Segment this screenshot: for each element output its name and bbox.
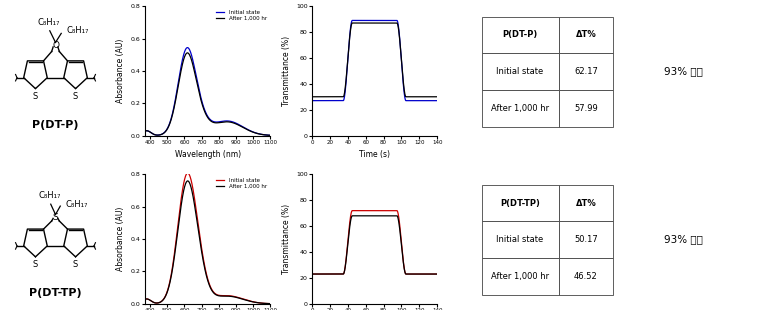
Text: 46.52: 46.52 <box>574 272 597 281</box>
After 1,000 hr <box>137 131 146 135</box>
Bar <box>481 90 559 126</box>
Bar <box>559 90 613 126</box>
Y-axis label: Absorbance (AU): Absorbance (AU) <box>116 39 125 103</box>
Initial state <box>199 106 209 110</box>
After 1,000 hr <box>229 121 238 125</box>
Text: Initial state: Initial state <box>496 67 544 76</box>
Initial state <box>137 131 146 135</box>
Text: 62.17: 62.17 <box>574 67 598 76</box>
After 1,000 hr <box>183 51 192 55</box>
Bar <box>559 221 613 258</box>
After 1,000 hr <box>172 92 182 96</box>
After 1,000 hr <box>229 295 238 299</box>
Initial state <box>137 299 146 303</box>
X-axis label: Wavelength (nm): Wavelength (nm) <box>174 150 241 159</box>
After 1,000 hr <box>241 298 250 302</box>
Initial state <box>161 293 171 297</box>
Initial state <box>183 171 192 175</box>
Bar <box>559 16 613 53</box>
After 1,000 hr <box>218 120 227 124</box>
Bar <box>481 221 559 258</box>
After 1,000 hr <box>274 134 284 137</box>
Line: After 1,000 hr: After 1,000 hr <box>142 53 279 135</box>
Initial state <box>161 129 171 133</box>
Text: P(DT-P): P(DT-P) <box>32 120 79 130</box>
Text: 93% 달성: 93% 달성 <box>664 234 703 244</box>
Text: S: S <box>33 260 38 269</box>
After 1,000 hr <box>161 129 171 133</box>
Text: ΔT%: ΔT% <box>576 30 597 39</box>
Line: Initial state: Initial state <box>142 173 279 304</box>
Bar <box>481 185 559 221</box>
Text: S: S <box>33 92 38 101</box>
Initial state <box>218 294 227 298</box>
Text: P(DT-TP): P(DT-TP) <box>29 288 82 299</box>
After 1,000 hr <box>137 299 146 303</box>
Text: O: O <box>52 41 59 50</box>
Text: S: S <box>73 260 78 269</box>
Text: ΔT%: ΔT% <box>576 199 597 208</box>
Text: 93% 달성: 93% 달성 <box>664 66 703 76</box>
Text: C₈H₁₇: C₈H₁₇ <box>39 191 61 200</box>
Initial state <box>229 294 238 298</box>
Bar <box>481 258 559 295</box>
X-axis label: Time (s): Time (s) <box>359 150 390 159</box>
Text: S: S <box>53 213 58 222</box>
Y-axis label: Transmittance (%): Transmittance (%) <box>282 204 291 274</box>
Text: C₈H₁₇: C₈H₁₇ <box>66 26 88 35</box>
Text: 57.99: 57.99 <box>574 104 597 113</box>
Initial state <box>274 302 284 306</box>
Text: C₈H₁₇: C₈H₁₇ <box>37 18 60 27</box>
Bar <box>481 53 559 90</box>
Y-axis label: Transmittance (%): Transmittance (%) <box>282 36 291 106</box>
After 1,000 hr <box>274 302 284 306</box>
Text: 50.17: 50.17 <box>574 235 597 244</box>
Text: P(DT-P): P(DT-P) <box>502 30 538 39</box>
Bar <box>559 53 613 90</box>
Text: After 1,000 hr: After 1,000 hr <box>491 104 549 113</box>
Y-axis label: Absorbance (AU): Absorbance (AU) <box>116 207 125 271</box>
After 1,000 hr <box>172 237 182 240</box>
Initial state <box>172 89 182 93</box>
Bar <box>559 185 613 221</box>
Initial state <box>199 260 209 264</box>
Bar <box>559 258 613 295</box>
Text: Initial state: Initial state <box>496 235 544 244</box>
After 1,000 hr <box>241 127 250 131</box>
Text: P(DT-TP): P(DT-TP) <box>500 199 540 208</box>
After 1,000 hr <box>183 179 192 183</box>
Text: After 1,000 hr: After 1,000 hr <box>491 272 549 281</box>
Text: S: S <box>73 92 78 101</box>
Initial state <box>274 134 284 137</box>
Line: Initial state: Initial state <box>142 48 279 135</box>
After 1,000 hr <box>218 294 227 298</box>
Line: After 1,000 hr: After 1,000 hr <box>142 181 279 304</box>
Initial state <box>241 126 250 130</box>
Initial state <box>183 46 192 50</box>
After 1,000 hr <box>199 108 209 111</box>
Initial state <box>229 120 238 124</box>
After 1,000 hr <box>199 262 209 266</box>
Initial state <box>218 119 227 123</box>
Bar <box>481 16 559 53</box>
Legend: Initial state, After 1,000 hr: Initial state, After 1,000 hr <box>216 177 267 189</box>
Initial state <box>241 298 250 302</box>
Initial state <box>172 232 182 236</box>
After 1,000 hr <box>161 294 171 298</box>
Text: C₈H₁₇: C₈H₁₇ <box>65 200 87 209</box>
Legend: Initial state, After 1,000 hr: Initial state, After 1,000 hr <box>216 9 267 21</box>
